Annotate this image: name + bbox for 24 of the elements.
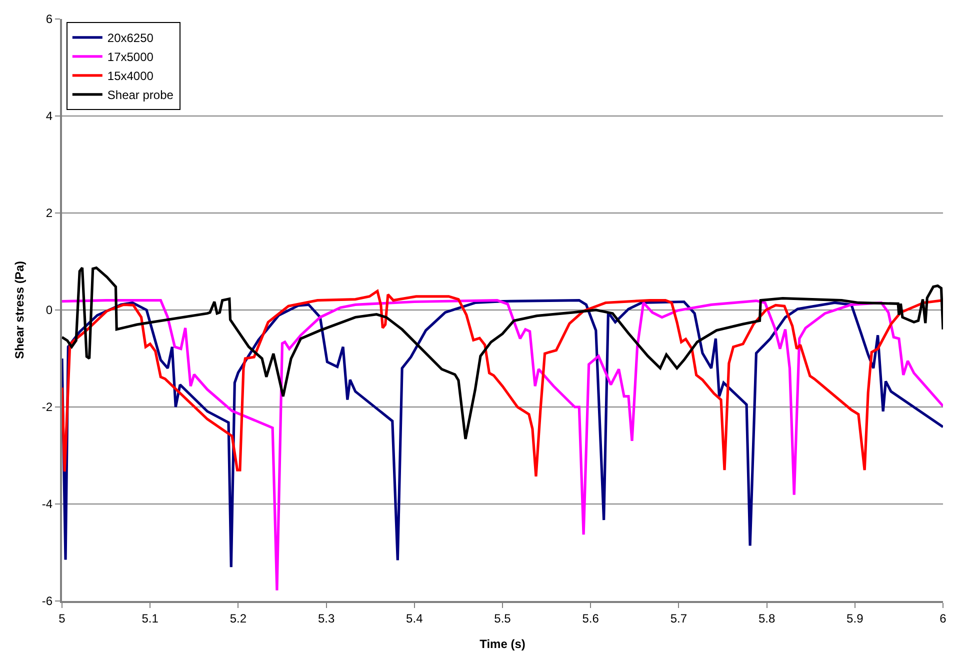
y-tick-label: -4	[42, 497, 53, 512]
y-tick-label: 2	[46, 206, 53, 220]
x-tick-label: 5	[58, 611, 66, 626]
x-tick-label: 6	[940, 611, 947, 626]
x-tick-label: 5.9	[846, 611, 864, 626]
x-tick-label: 5.3	[318, 611, 335, 626]
x-tick-label: 5.4	[406, 611, 424, 626]
legend-label: 17x5000	[107, 50, 154, 64]
y-tick-label: 6	[46, 12, 53, 26]
y-tick-label: -2	[42, 400, 53, 414]
x-axis-title: Time (s)	[480, 636, 526, 651]
x-tick-label: 5.5	[494, 611, 512, 626]
legend-label: 15x4000	[107, 69, 154, 84]
x-tick-label: 5.8	[758, 611, 776, 626]
y-tick-label: 4	[46, 109, 53, 124]
x-tick-label: 5.1	[142, 611, 159, 626]
x-tick-label: 5.6	[582, 611, 600, 626]
x-tick-label: 5.7	[670, 611, 688, 626]
y-tick-label: -6	[42, 594, 53, 608]
y-axis-title: Shear stress (Pa)	[12, 260, 27, 360]
y-tick-label: 0	[46, 303, 53, 318]
x-tick-label: 5.2	[230, 611, 247, 626]
legend-label: Shear probe	[107, 88, 174, 102]
legend-label: 20x6250	[107, 31, 154, 46]
